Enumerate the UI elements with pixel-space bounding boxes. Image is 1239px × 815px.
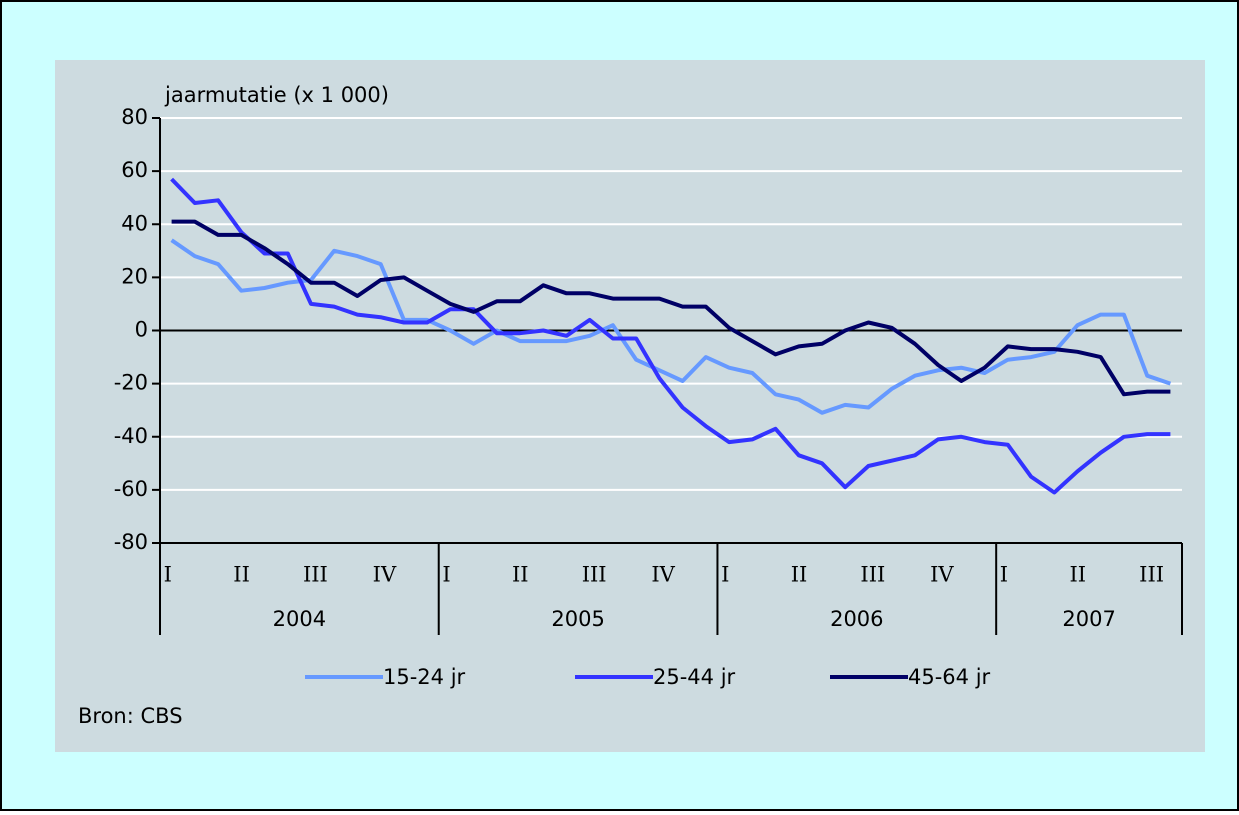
y-tick-label: -40 [114, 424, 148, 448]
x-tick-label: II [512, 563, 529, 587]
source-note: Bron: CBS [78, 704, 183, 728]
y-tick-label: 0 [135, 318, 148, 342]
y-tick-label: -20 [114, 371, 148, 395]
x-group-label: 2007 [1062, 607, 1115, 631]
x-tick-label: III [860, 563, 885, 587]
x-tick-label: I [442, 563, 450, 587]
x-tick-label: II [233, 563, 250, 587]
y-tick-label: 80 [121, 105, 148, 129]
y-axis-label: jaarmutatie (x 1 000) [164, 83, 389, 107]
y-tick-label: 40 [121, 211, 148, 235]
x-tick-label: II [791, 563, 808, 587]
x-tick-label: I [164, 563, 172, 587]
x-tick-label: IV [651, 563, 675, 587]
y-tick-label: 20 [121, 264, 148, 288]
x-tick-label: III [1139, 563, 1164, 587]
x-tick-label: IV [373, 563, 397, 587]
y-tick-label: -60 [114, 477, 148, 501]
y-tick-label: -80 [114, 530, 148, 554]
data-line [170, 238, 1172, 415]
x-group-label: 2005 [551, 607, 604, 631]
x-tick-label: II [1069, 563, 1086, 587]
x-tick-label: I [721, 563, 729, 587]
x-group-label: 2004 [273, 607, 326, 631]
x-tick-label: I [1000, 563, 1008, 587]
legend-label: 25-44 jr [653, 665, 736, 689]
chart-panel [55, 60, 1205, 752]
x-tick-label: III [582, 563, 607, 587]
x-tick-label: IV [930, 563, 954, 587]
y-tick-label: 60 [121, 158, 148, 182]
legend-label: 15-24 jr [383, 665, 466, 689]
legend-label: 45-64 jr [908, 665, 991, 689]
x-tick-label: III [303, 563, 328, 587]
data-line [170, 177, 1171, 495]
data-line [171, 219, 1171, 397]
x-group-label: 2006 [830, 607, 883, 631]
